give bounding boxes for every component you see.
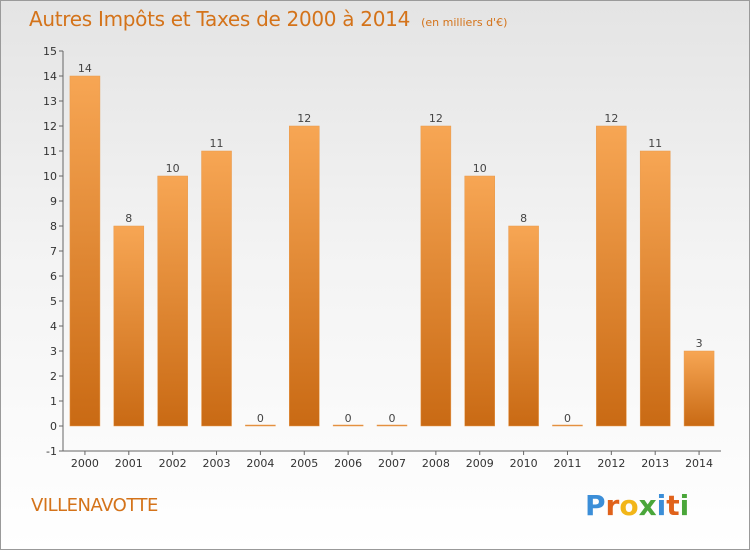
y-tick-label: 2	[50, 370, 57, 383]
logo-letter: x	[638, 489, 657, 522]
y-tick-label: 9	[50, 195, 57, 208]
x-tick-label-2013: 2013	[641, 457, 669, 470]
x-tick-label-2012: 2012	[597, 457, 625, 470]
y-tick-label: 1	[50, 395, 57, 408]
logo-letter: i	[656, 489, 667, 522]
bar-2012	[596, 125, 627, 427]
bar-2014	[683, 350, 715, 427]
x-tick-label-2009: 2009	[466, 457, 494, 470]
x-tick-label-2001: 2001	[115, 457, 143, 470]
y-tick-label: -1	[46, 445, 57, 458]
y-tick-label: 7	[50, 245, 57, 258]
bar-2008	[420, 125, 452, 427]
x-tick-label-2006: 2006	[334, 457, 362, 470]
commune-name: VILLENAVOTTE	[31, 495, 158, 516]
y-tick-label: 14	[43, 70, 57, 83]
chart-labels: 14 8 10 11 0 12 0 0 12 10 8 0 12 11 3	[78, 62, 703, 425]
y-tick-label: 15	[43, 45, 57, 58]
x-tick-label-2007: 2007	[378, 457, 406, 470]
bar-2006	[332, 424, 364, 427]
x-tick-label-2004: 2004	[246, 457, 274, 470]
value-label-2012: 12	[604, 112, 618, 125]
value-label-2004: 0	[257, 412, 264, 425]
y-tick-label: 3	[50, 345, 57, 358]
logo-letter: P	[585, 489, 606, 522]
chart-title: Autres Impôts et Taxes de 2000 à 2014	[29, 7, 410, 31]
y-tick-label: 12	[43, 120, 57, 133]
logo-letter: i	[679, 489, 690, 522]
value-label-2005: 12	[297, 112, 311, 125]
value-label-2003: 11	[210, 137, 224, 150]
bar-2010	[508, 225, 539, 427]
bar-2013	[639, 150, 671, 427]
value-label-2013: 11	[648, 137, 662, 150]
y-tick-label: 5	[50, 295, 57, 308]
chart-title-block: Autres Impôts et Taxes de 2000 à 2014 (e…	[29, 7, 507, 31]
value-label-2010: 8	[520, 212, 527, 225]
bar-2002	[157, 175, 188, 427]
bar-2001	[113, 225, 145, 427]
y-tick-label: 6	[50, 270, 57, 283]
value-label-2002: 10	[166, 162, 180, 175]
value-label-2000: 14	[78, 62, 92, 75]
bar-2000	[69, 75, 101, 427]
value-label-2001: 8	[125, 212, 132, 225]
value-label-2009: 10	[473, 162, 487, 175]
logo-letter: o	[619, 489, 639, 522]
bar-2003	[201, 150, 232, 427]
value-label-2014: 3	[696, 337, 703, 350]
x-tick-label-2011: 2011	[553, 457, 581, 470]
bar-2011	[552, 424, 583, 427]
bar-2007	[376, 424, 408, 427]
x-tick-label-2010: 2010	[510, 457, 538, 470]
bar-2004	[245, 424, 276, 427]
logo-letter: r	[605, 489, 620, 522]
chart-unit-subtitle: (en milliers d'€)	[421, 16, 508, 29]
value-label-2008: 12	[429, 112, 443, 125]
value-label-2011: 0	[564, 412, 571, 425]
value-label-2007: 0	[389, 412, 396, 425]
x-tick-label-2014: 2014	[685, 457, 713, 470]
bar-2009	[464, 175, 495, 427]
x-tick-label-2005: 2005	[290, 457, 318, 470]
y-tick-label: 8	[50, 220, 57, 233]
x-tick-label-2000: 2000	[71, 457, 99, 470]
y-tick-label: 13	[43, 95, 57, 108]
y-tick-label: 10	[43, 170, 57, 183]
y-tick-label: 4	[50, 320, 57, 333]
bar-2005	[289, 125, 320, 427]
value-label-2006: 0	[345, 412, 352, 425]
logo-letter: t	[666, 489, 680, 522]
y-tick-label: 0	[50, 420, 57, 433]
chart-bars	[69, 75, 715, 427]
x-tick-label-2008: 2008	[422, 457, 450, 470]
x-tick-label-2002: 2002	[159, 457, 187, 470]
proxiti-logo: Proxiti	[585, 489, 689, 522]
x-tick-label-2003: 2003	[203, 457, 231, 470]
y-tick-label: 11	[43, 145, 57, 158]
